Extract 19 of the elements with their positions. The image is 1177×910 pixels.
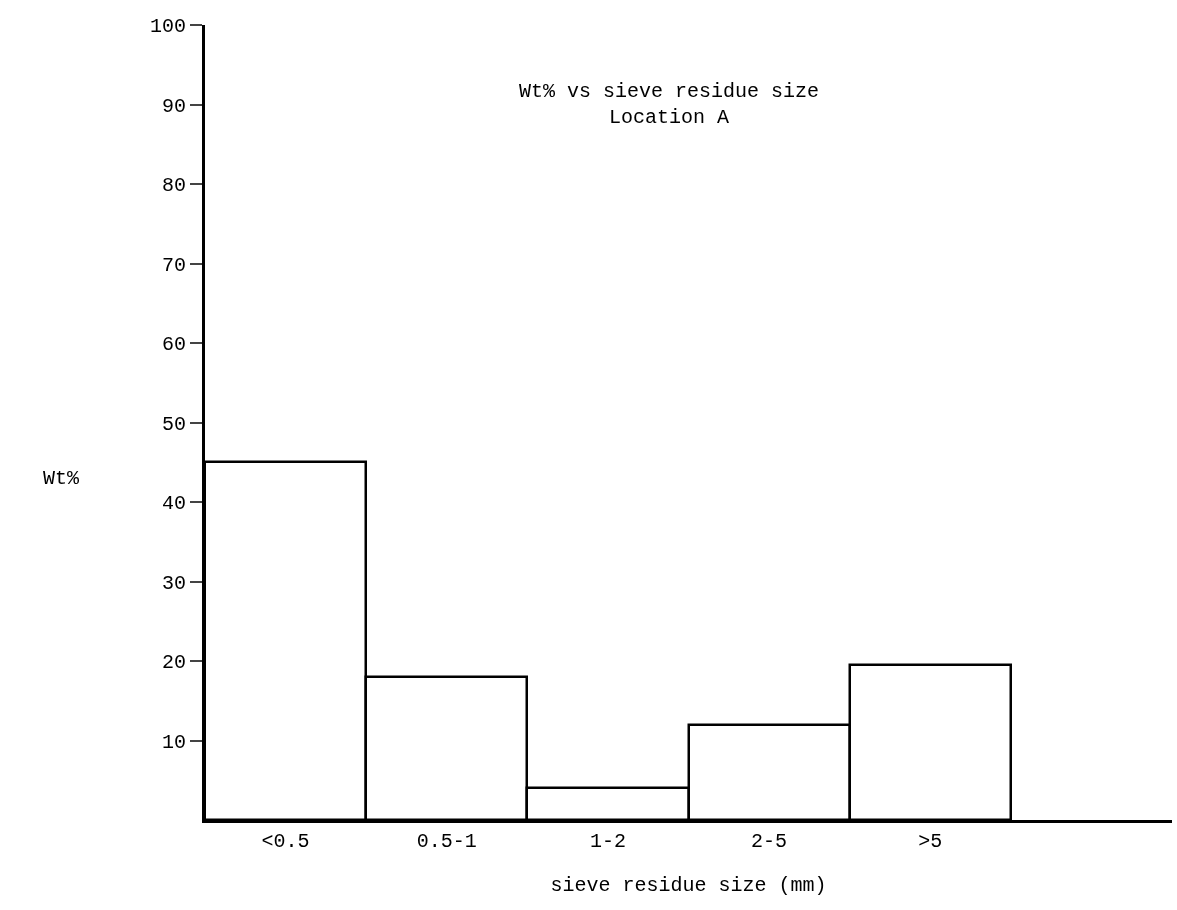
y-tick-label: 30 — [161, 571, 186, 595]
x-tick-label: 2-5 — [751, 830, 788, 853]
y-tick-label: 50 — [161, 412, 186, 436]
x-tick-label: 0.5-1 — [416, 830, 477, 853]
text: Wt% vs sieve residue size — [519, 80, 820, 103]
text: Location A — [609, 106, 730, 129]
x-tick-label: >5 — [918, 830, 943, 853]
y-axis-title: Wt% — [43, 467, 80, 490]
y-tick-label: 20 — [161, 651, 186, 674]
y-tick-label: 90 — [161, 94, 186, 118]
x-tick-label: <0.5 — [261, 830, 310, 853]
x-axis-title: sieve residue size (mm) — [550, 873, 827, 897]
y-tick-label: 10 — [161, 730, 186, 754]
y-tick-label: 40 — [161, 492, 186, 515]
y-tick-label: 100 — [149, 15, 186, 38]
y-tick-label: 60 — [161, 333, 186, 356]
x-tick-label: 1-2 — [589, 830, 626, 853]
y-tick-label: 70 — [161, 253, 186, 277]
y-tick-label: 80 — [161, 174, 186, 197]
